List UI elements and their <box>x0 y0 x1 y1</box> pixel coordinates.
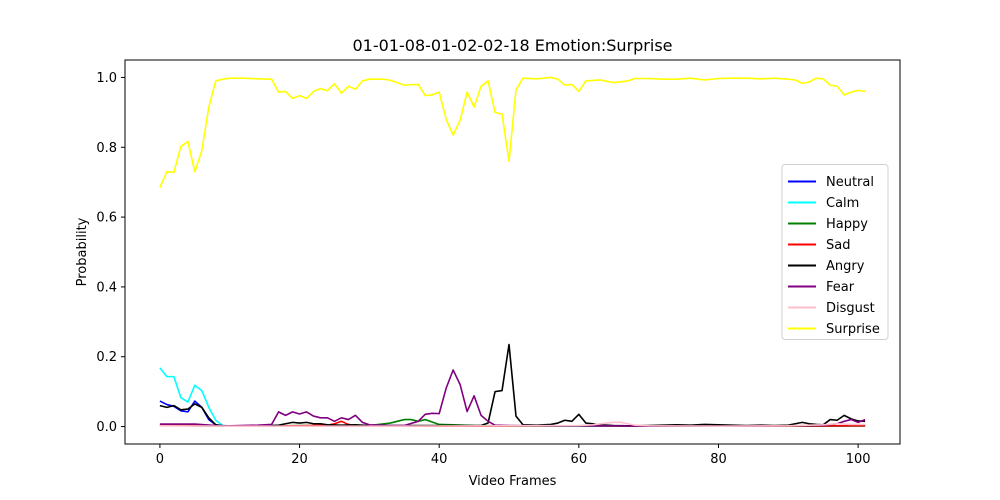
legend-label-angry: Angry <box>826 259 865 274</box>
series-line-disgust <box>159 421 866 428</box>
x-tick-label: 40 <box>431 452 448 467</box>
legend: Neutral Calm Happy Sad Angry Fear Disgust Surpr… <box>781 164 889 340</box>
x-tick-label: 100 <box>846 452 871 467</box>
y-tick-label: 0.6 <box>96 211 117 226</box>
plot-area-frame <box>124 59 901 445</box>
series-line-angry <box>159 343 866 428</box>
y-tick-label: 0.8 <box>96 141 117 156</box>
x-tick-label: 0 <box>156 452 164 467</box>
y-tick-label: 0.2 <box>96 350 117 365</box>
legend-label-disgust: Disgust <box>826 301 875 316</box>
x-tick-label: 60 <box>571 452 588 467</box>
x-tick-label: 80 <box>710 452 727 467</box>
series-line-neutral <box>159 400 866 428</box>
legend-label-surprise: Surprise <box>826 322 880 337</box>
chart-title: 01-01-08-01-02-02-18 Emotion:Surprise <box>353 36 673 55</box>
y-tick-label: 1.0 <box>96 71 117 86</box>
legend-label-happy: Happy <box>826 217 868 232</box>
y-axis-title: Probability <box>75 217 90 286</box>
y-axis: 0.0 0.2 0.4 0.6 0.8 1.0 <box>96 71 125 435</box>
legend-box <box>781 164 889 340</box>
legend-label-fear: Fear <box>826 280 855 295</box>
legend-label-calm: Calm <box>826 196 859 211</box>
legend-label-sad: Sad <box>826 238 850 253</box>
legend-label-neutral: Neutral <box>826 175 874 190</box>
y-tick-label: 0.0 <box>96 420 117 435</box>
x-axis: 0 20 40 60 80 100 <box>156 444 871 467</box>
series-layer <box>159 76 866 428</box>
series-line-surprise <box>159 76 866 188</box>
x-tick-label: 20 <box>291 452 308 467</box>
y-tick-label: 0.4 <box>96 280 117 295</box>
x-axis-title: Video Frames <box>469 474 557 489</box>
